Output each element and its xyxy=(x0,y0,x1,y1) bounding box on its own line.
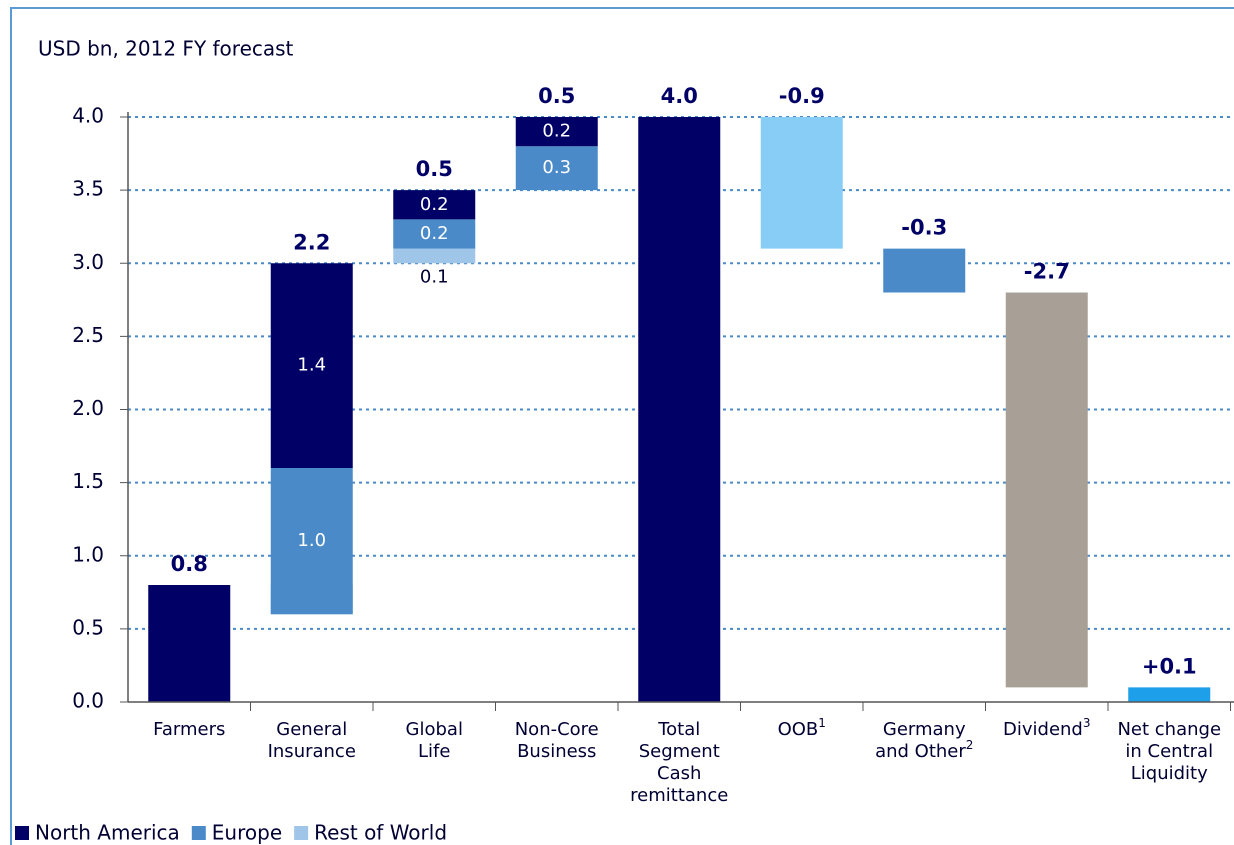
x-tick-label-line: and Other xyxy=(875,741,966,762)
y-tick-label: 3.5 xyxy=(72,177,104,201)
segment-label: 0.3 xyxy=(542,157,571,178)
x-tick-label-line: General xyxy=(276,719,347,740)
bar xyxy=(760,117,843,249)
x-tick-label-line: remittance xyxy=(630,785,728,806)
x-tick-label-line: Business xyxy=(517,741,596,762)
footnote-mark: 2 xyxy=(966,738,974,752)
value-label: 4.0 xyxy=(661,84,698,108)
footnote-mark: 3 xyxy=(1083,716,1091,730)
chart-title: USD bn, 2012 FY forecast xyxy=(38,37,294,61)
x-tick-label-line: Segment xyxy=(639,741,720,762)
x-tick-label-line: Global xyxy=(406,719,463,740)
segment-label: 0.2 xyxy=(542,121,571,142)
bar-segment xyxy=(270,468,353,615)
value-label: -0.9 xyxy=(779,84,825,108)
x-tick-label: Non-Core Business xyxy=(515,719,599,762)
value-label: 0.5 xyxy=(538,84,575,108)
bar-segment xyxy=(393,219,476,249)
legend-label: Europe xyxy=(212,821,282,845)
legend-swatch xyxy=(294,826,309,840)
y-tick-label: 1.5 xyxy=(72,469,104,493)
y-tick-label: 2.0 xyxy=(72,396,104,420)
bar-segment xyxy=(393,248,476,264)
y-tick-label: 4.0 xyxy=(72,104,104,128)
x-tick-label: Total Segment Cash remittance xyxy=(630,719,728,806)
bar xyxy=(638,117,721,702)
legend-swatch xyxy=(191,826,206,840)
x-tick-label: Dividend3 xyxy=(1003,716,1091,741)
x-tick-label-line: Liquidity xyxy=(1131,763,1208,784)
bar-segment xyxy=(148,585,231,702)
segment-label: 0.1 xyxy=(420,266,449,287)
y-tick-label: 2.5 xyxy=(72,323,104,347)
x-tick-label-line: Life xyxy=(418,741,450,762)
x-tick-label-line: Net change xyxy=(1117,719,1221,740)
x-tick-label-line: Insurance xyxy=(268,741,356,762)
frame xyxy=(10,7,1234,845)
value-label: 0.5 xyxy=(416,157,453,181)
x-tick-label-line: Germany xyxy=(883,719,966,740)
x-tick-label-line: in Central xyxy=(1125,741,1213,762)
x-tick-label: Net change in Central Liquidity xyxy=(1117,719,1221,784)
value-label: -0.3 xyxy=(901,216,947,240)
bar-segment xyxy=(515,146,598,191)
value-label: 0.8 xyxy=(171,552,208,576)
legend-label: North America xyxy=(35,821,180,845)
x-tick-label-line: Non-Core xyxy=(515,719,599,740)
bar xyxy=(1005,292,1088,688)
x-tick-label-line: Total xyxy=(657,719,700,740)
y-tick-label: 0.0 xyxy=(72,689,104,713)
bar-segment xyxy=(515,117,598,147)
segment-label: 1.0 xyxy=(297,530,326,551)
x-tick-label-line: OOB xyxy=(778,719,819,740)
x-tick-label: Global Life xyxy=(406,719,463,762)
bar-segment xyxy=(270,263,353,468)
x-tick-label: OOB1 xyxy=(778,716,826,741)
legend-swatch xyxy=(15,826,29,840)
bar xyxy=(1128,687,1211,702)
x-tick-label-line: Cash xyxy=(657,763,701,784)
x-tick-label: Germany and Other2 xyxy=(875,719,973,762)
segment-label: 1.4 xyxy=(297,355,326,376)
y-tick-label: 0.5 xyxy=(72,615,104,639)
segment-label: 0.2 xyxy=(420,223,449,244)
x-tick-label: Farmers xyxy=(153,719,225,740)
value-label: +0.1 xyxy=(1142,654,1197,678)
segment-label: 0.2 xyxy=(420,194,449,215)
value-label: 2.2 xyxy=(293,230,330,254)
bar xyxy=(883,248,966,293)
legend-label: Rest of World xyxy=(314,821,447,845)
x-tick-label-line: Dividend xyxy=(1003,719,1083,740)
footnote-mark: 1 xyxy=(818,716,826,730)
x-tick-label: General Insurance xyxy=(268,719,356,762)
y-tick-label: 3.0 xyxy=(72,250,104,274)
x-tick-label-line: Farmers xyxy=(153,719,225,740)
value-label: -2.7 xyxy=(1024,260,1070,284)
y-tick-label: 1.0 xyxy=(72,542,104,566)
bar-segment xyxy=(393,190,476,220)
